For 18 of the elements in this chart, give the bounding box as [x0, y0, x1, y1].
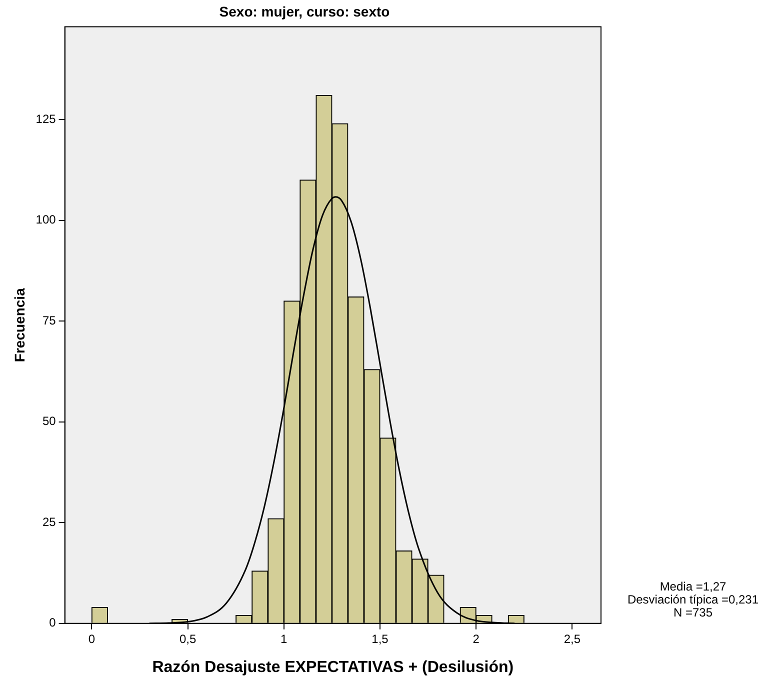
y-tick-label: 125 [36, 112, 56, 126]
x-tick-label: 2 [472, 632, 480, 646]
y-axis-title: Frecuencia [11, 288, 28, 362]
text: Media =1,27 [660, 580, 727, 594]
x-tick-label: 1,5 [372, 632, 389, 646]
x-tick-label: 1 [280, 632, 288, 646]
y-tick-label: 0 [49, 616, 56, 630]
y-tick-label: 100 [36, 212, 56, 227]
y-tick-label: 75 [42, 313, 56, 328]
x-tick-label: 2,5 [564, 632, 581, 646]
text: Desviación típica =0,231 [627, 592, 759, 607]
x-axis-title: Razón Desajuste EXPECTATIVAS + (Desilusión) [152, 658, 514, 676]
text: N =735 [673, 606, 713, 620]
x-tick-label: 0 [88, 632, 96, 646]
y-tick-label: 25 [42, 514, 56, 529]
y-tick-label: 50 [42, 414, 56, 428]
chart-title: Sexo: mujer, curso: sexto [219, 3, 390, 20]
x-tick-label: 0,5 [179, 632, 196, 646]
